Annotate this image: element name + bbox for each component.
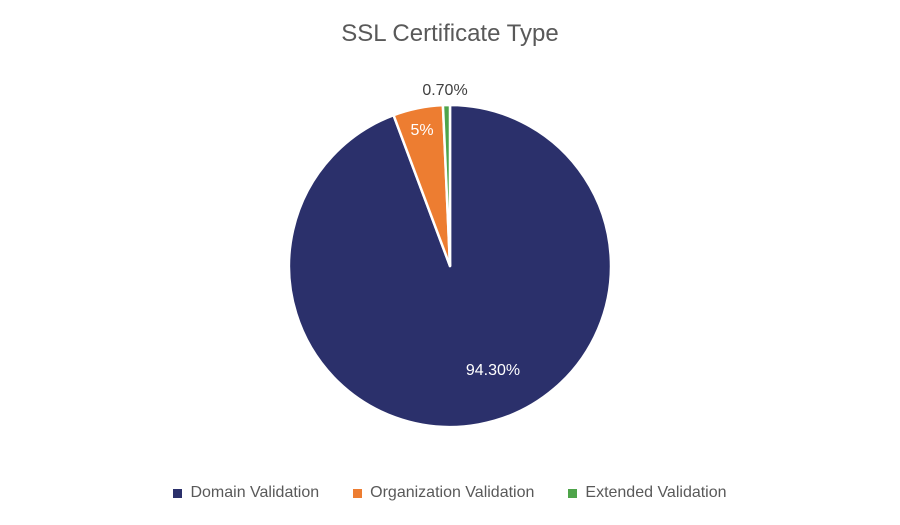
pie-slice-extended-validation: [441, 103, 452, 268]
chart-title: SSL Certificate Type: [341, 20, 559, 47]
legend: Domain Validation Organization Validatio…: [0, 484, 900, 502]
legend-label: Organization Validation: [370, 484, 535, 501]
data-label-extended-validation: 0.70%: [422, 82, 467, 99]
legend-swatch: [353, 488, 363, 498]
legend-item-domain-validation: Domain Validation: [173, 484, 319, 502]
legend-item-organization-validation: Organization Validation: [353, 484, 534, 502]
data-label-domain-validation: 94.30%: [466, 362, 520, 379]
legend-item-extended-validation: Extended Validation: [568, 484, 727, 502]
legend-swatch: [568, 488, 578, 498]
legend-label: Domain Validation: [190, 484, 320, 501]
legend-label: Extended Validation: [585, 484, 727, 501]
legend-swatch: [173, 488, 183, 498]
data-label-organization-validation: 5%: [410, 122, 433, 139]
